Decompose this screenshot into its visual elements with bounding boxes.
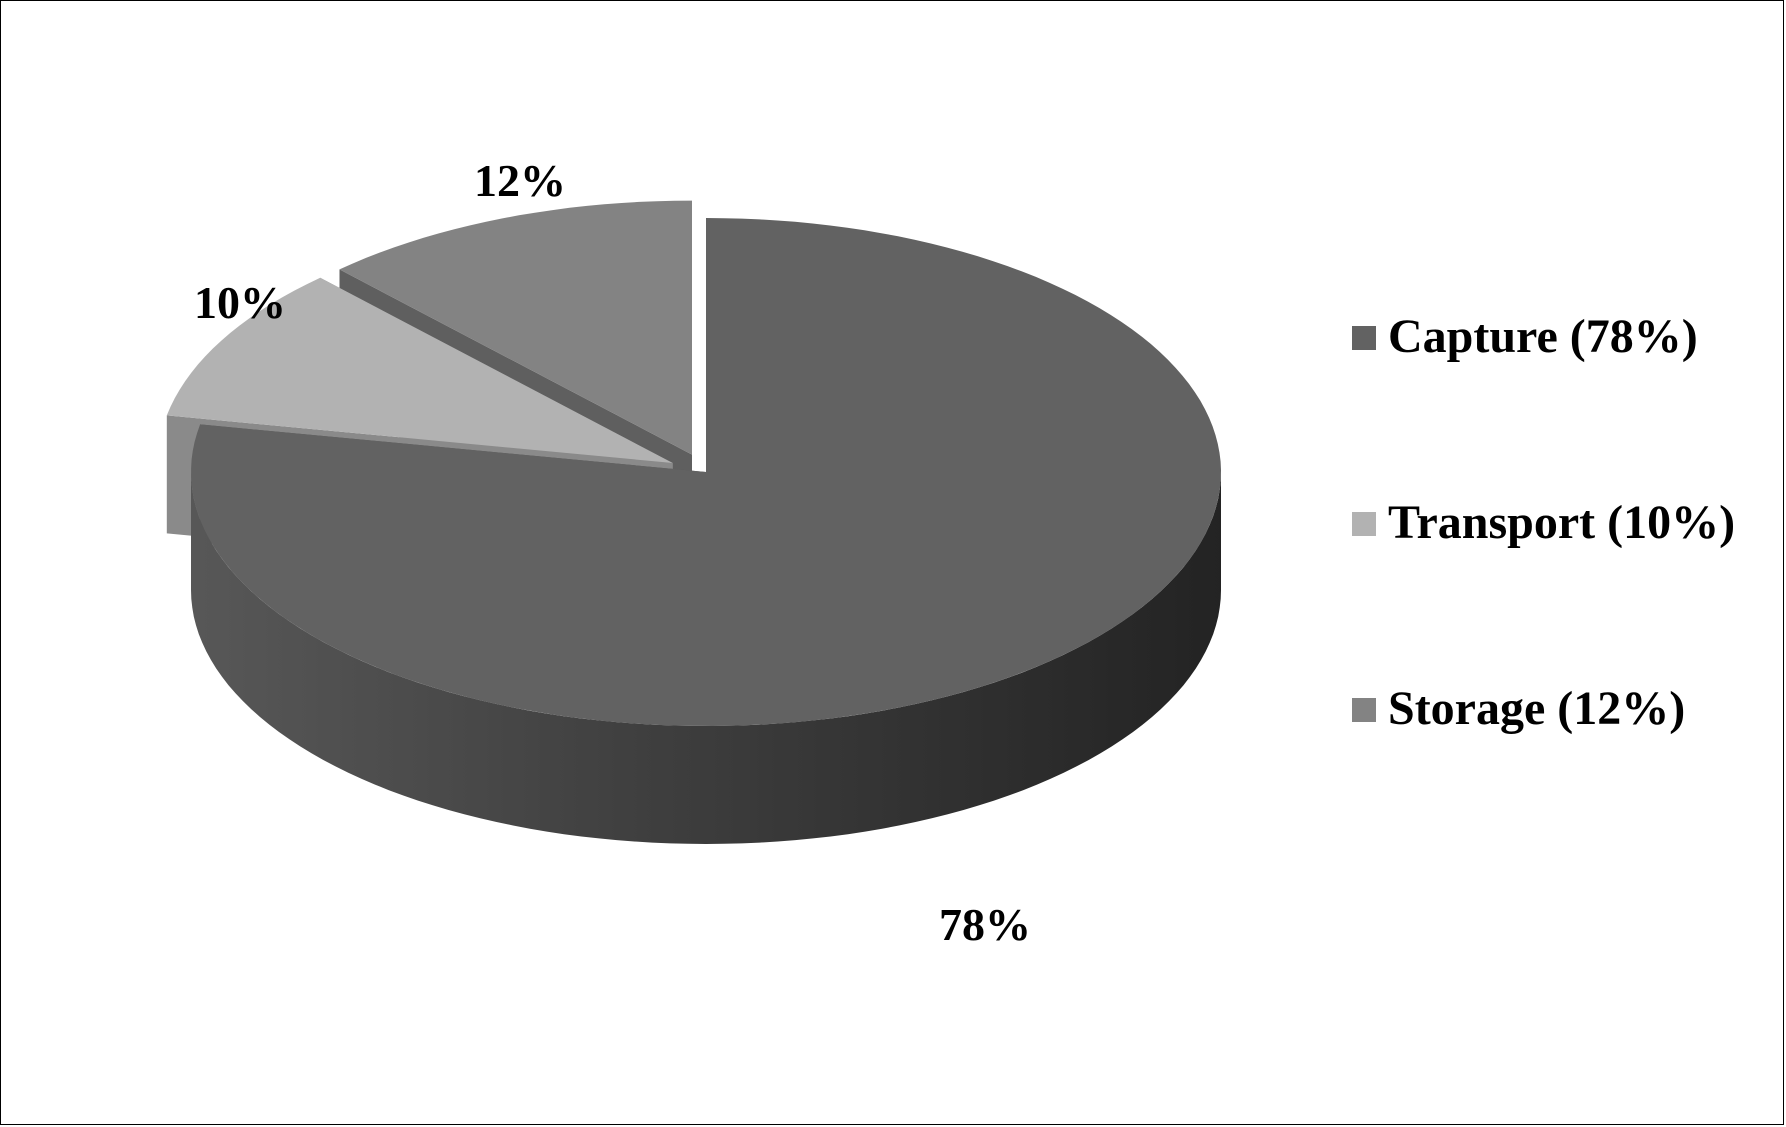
data-label-storage: 12% <box>474 155 566 206</box>
legend-swatch-storage <box>1352 698 1376 722</box>
legend-label-capture: Capture (78%) <box>1388 310 1698 363</box>
legend: Capture (78%) Transport (10%) Storage (12%… <box>1352 310 1735 735</box>
legend-swatch-transport <box>1352 512 1376 536</box>
legend-label-storage: Storage (12%) <box>1388 682 1685 735</box>
legend-label-transport: Transport (10%) <box>1388 496 1735 549</box>
pie-slice-transport <box>166 277 673 463</box>
data-labels: 78% 10% 12% <box>194 155 1031 950</box>
data-label-transport: 10% <box>194 277 286 328</box>
legend-swatch-capture <box>1352 326 1376 350</box>
pie-slices <box>166 200 1222 844</box>
data-label-capture: 78% <box>939 899 1031 950</box>
pie-slice-side-capture <box>191 472 1221 844</box>
pie-slice-capture <box>191 218 1222 726</box>
pie-slice-storage <box>339 200 692 455</box>
